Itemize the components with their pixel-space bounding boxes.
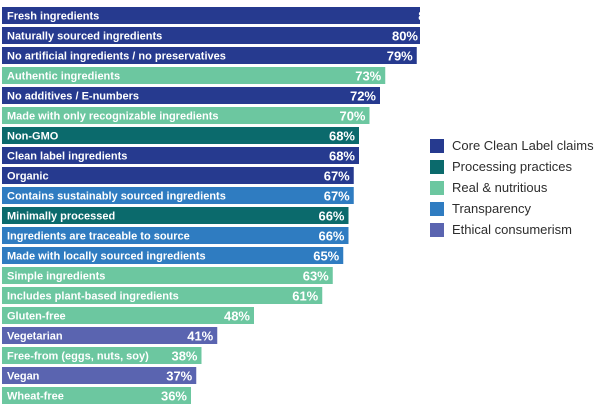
bar [2, 147, 359, 164]
bar-label: Non-GMO [7, 131, 59, 143]
bar [2, 27, 420, 44]
bar-label: Ingredients are traceable to source [7, 231, 190, 243]
bar-value-label: 80% [392, 29, 418, 44]
bar [2, 207, 349, 224]
legend-label: Core Clean Label claims [452, 138, 594, 153]
bar [2, 387, 191, 404]
bar-label: Minimally processed [7, 211, 115, 223]
bar [2, 187, 354, 204]
bar [2, 47, 417, 64]
bar [2, 87, 380, 104]
legend-label: Transparency [452, 201, 531, 216]
chart-legend: Core Clean Label claims Processing practi… [430, 135, 594, 240]
bar [2, 347, 202, 364]
bar-value-label: 68% [329, 149, 355, 164]
legend-swatch [430, 201, 444, 216]
bar [2, 267, 333, 284]
bar [2, 367, 197, 384]
bar-label: Authentic ingredients [7, 71, 120, 83]
bar-value-label: 37% [166, 369, 192, 384]
bar-label: Vegetarian [7, 331, 63, 343]
bar [2, 167, 354, 184]
legend-label: Processing practices [452, 159, 572, 174]
bar [2, 307, 254, 324]
legend-swatch [430, 159, 444, 174]
bar-chart: Fresh ingredients 85% Naturally sourced in… [2, 7, 420, 404]
bar-value-label: 85% [418, 9, 420, 24]
bar [2, 7, 420, 24]
bar-label: Includes plant-based ingredients [7, 291, 179, 303]
bar [2, 287, 323, 304]
bar-value-label: 66% [318, 209, 344, 224]
bar-label: No artificial ingredients / no preservat… [7, 51, 226, 63]
bar-value-label: 38% [171, 349, 197, 364]
bar [2, 107, 370, 124]
bar-value-label: 70% [339, 109, 365, 124]
bar-value-label: 41% [187, 329, 213, 344]
bar-label: Clean label ingredients [7, 151, 127, 163]
bar-label: Made with only recognizable ingredients [7, 111, 218, 123]
bar-label: Naturally sourced ingredients [7, 31, 162, 43]
bar-value-label: 61% [292, 289, 318, 304]
legend-item: Ethical consumerism [430, 219, 594, 240]
bar-value-label: 65% [313, 249, 339, 264]
legend-swatch [430, 138, 444, 153]
bar [2, 327, 218, 344]
bar-label: Simple ingredients [7, 271, 105, 283]
legend-item: Core Clean Label claims [430, 135, 594, 156]
bar-value-label: 73% [355, 69, 381, 84]
bar-value-label: 67% [324, 169, 350, 184]
bar-label: Gluten-free [7, 311, 66, 323]
legend-swatch [430, 180, 444, 195]
bar-label: Made with locally sourced ingredients [7, 251, 206, 263]
legend-item: Real & nutritious [430, 177, 594, 198]
bar-value-label: 79% [387, 49, 413, 64]
bar-value-label: 63% [303, 269, 329, 284]
bar [2, 227, 349, 244]
bar [2, 247, 344, 264]
bar-label: Wheat-free [7, 391, 64, 403]
bar [2, 127, 359, 144]
bar-value-label: 72% [350, 89, 376, 104]
bar-value-label: 48% [224, 309, 250, 324]
bar-value-label: 36% [161, 389, 187, 404]
legend-label: Ethical consumerism [452, 222, 572, 237]
bar-label: Organic [7, 171, 49, 183]
bar-label: Vegan [7, 371, 40, 383]
legend-item: Transparency [430, 198, 594, 219]
bar-label: Contains sustainably sourced ingredients [7, 191, 226, 203]
bar-label: Fresh ingredients [7, 11, 99, 23]
bar-value-label: 66% [318, 229, 344, 244]
legend-item: Processing practices [430, 156, 594, 177]
bar-value-label: 67% [324, 189, 350, 204]
bar [2, 67, 386, 84]
legend-label: Real & nutritious [452, 180, 548, 195]
legend-swatch [430, 222, 444, 237]
bar-label: Free-from (eggs, nuts, soy) [7, 351, 149, 363]
bar-label: No additives / E-numbers [7, 91, 139, 103]
bar-value-label: 68% [329, 129, 355, 144]
